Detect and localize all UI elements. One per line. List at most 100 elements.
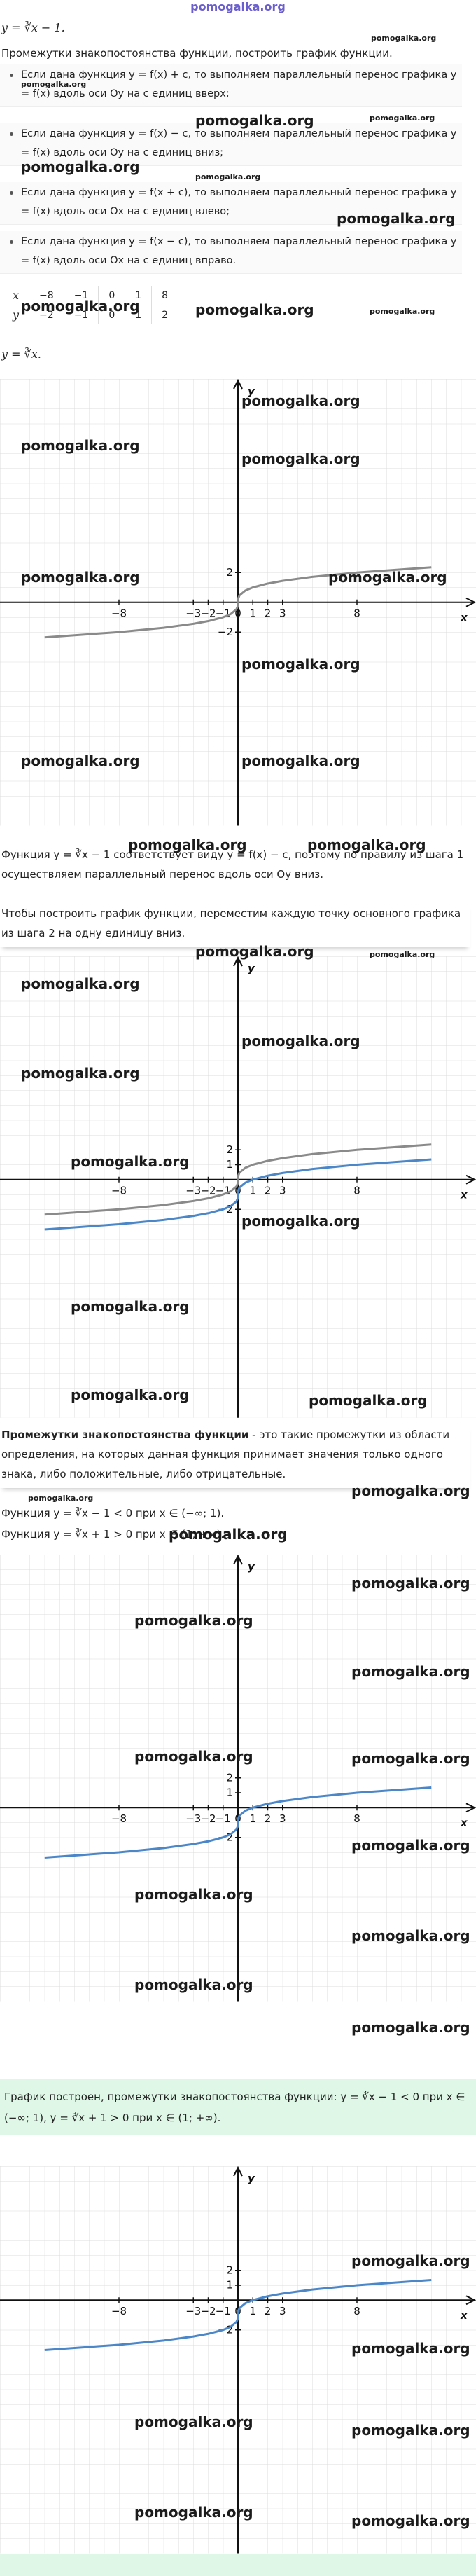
watermark: pomogalka.org — [21, 975, 140, 992]
x-axis-label: x — [460, 1188, 468, 1201]
x-tick-label: 2 — [265, 1812, 272, 1825]
cell: 1 — [125, 286, 153, 305]
x-axis-arrow — [465, 597, 476, 607]
cell: −1 — [64, 305, 99, 324]
x-tick-label: 1 — [249, 2305, 256, 2317]
watermark: pomogalka.org — [134, 1976, 253, 1993]
x-tick-label: 8 — [354, 607, 360, 619]
chart: xy−8 −3 −2 −1 0 1 2 3 8−212 — [0, 2166, 476, 2554]
answer: График построен, промежутки знакопостоян… — [0, 2079, 476, 2135]
watermark: pomogalka.org — [71, 1386, 190, 1403]
x-axis-arrow — [465, 1174, 476, 1185]
base-function: y = ∛x. — [1, 347, 41, 361]
watermark: pomogalka.org — [195, 943, 314, 960]
term: Промежутки знакопостоянства функции — [1, 1428, 249, 1441]
watermark: pomogalka.org — [371, 34, 437, 43]
watermark: pomogalka.org — [128, 836, 247, 853]
rule-item: Если дана функция y = f(x) − c, то выпол… — [0, 123, 462, 166]
x-tick-label: 2 — [265, 1184, 272, 1197]
heading: y = ∛x − 1. — [1, 21, 65, 34]
cell: 0 — [98, 305, 126, 324]
cell: y — [3, 305, 30, 324]
x-tick-label: 3 — [279, 1184, 286, 1197]
watermark: pomogalka.org — [241, 1213, 360, 1230]
rule-item: Если дана функция y = f(x − c), то выпол… — [0, 231, 462, 274]
y-axis-arrow — [233, 956, 243, 967]
curve — [44, 1143, 432, 1216]
watermark: pomogalka.org — [241, 392, 360, 409]
x-tick-label: 1 — [249, 1812, 256, 1825]
chart: xy−8 −3 −2 −1 0 1 2 3 8−212 — [0, 956, 476, 1418]
watermark: pomogalka.org — [241, 656, 360, 673]
watermark: pomogalka.org — [351, 2512, 470, 2529]
cell: 0 — [98, 286, 126, 305]
watermark: pomogalka.org — [351, 1927, 470, 1944]
table-row: y −2 −1 0 1 2 — [3, 305, 179, 324]
x-tick-label: 3 — [279, 607, 286, 619]
x-tick-label: −8 — [111, 1184, 127, 1197]
watermark: pomogalka.org — [28, 1494, 94, 1503]
x-tick-label: −2 — [200, 1184, 216, 1197]
watermark: pomogalka.org — [21, 80, 87, 89]
x-axis-label: x — [460, 611, 468, 624]
y-tick-label: 1 — [226, 1158, 233, 1171]
cell: −8 — [29, 286, 64, 305]
sign-negative: Функция y = ∛x − 1 < 0 при x ∈ (−∞; 1). — [1, 1507, 225, 1520]
watermark: pomogalka.org — [21, 1065, 140, 1082]
cell: x — [3, 286, 30, 305]
x-tick-label: −1 — [216, 2305, 231, 2317]
x-tick-label: −3 — [186, 1184, 201, 1197]
watermark: pomogalka.org — [351, 1482, 470, 1499]
x-tick-label: 1 — [249, 607, 256, 619]
site-link[interactable]: pomogalka.org — [190, 0, 286, 13]
y-tick-label: 2 — [226, 566, 233, 579]
watermark: pomogalka.org — [328, 569, 447, 586]
watermark: pomogalka.org — [307, 836, 426, 853]
y-axis-label: y — [248, 963, 255, 975]
x-tick-label: 2 — [265, 2305, 272, 2317]
values-table: x −8 −1 0 1 8 y −2 −1 0 1 2 — [3, 286, 179, 324]
x-axis-label: x — [460, 1817, 468, 1829]
x-tick-label: −2 — [200, 607, 216, 619]
watermark: pomogalka.org — [337, 210, 456, 227]
watermark: pomogalka.org — [71, 1298, 190, 1315]
x-axis-arrow — [465, 1803, 476, 1813]
rule-item: Если дана функция y = f(x) + c, то выпол… — [0, 64, 462, 107]
watermark: pomogalka.org — [241, 1033, 360, 1049]
cell: 2 — [151, 305, 179, 324]
chart: xy−8 −3 −2 −1 0 1 2 3 8−22 — [0, 379, 476, 826]
watermark: pomogalka.org — [351, 2422, 470, 2439]
watermark: pomogalka.org — [370, 307, 435, 316]
watermark: pomogalka.org — [21, 752, 140, 769]
x-tick-label: −2 — [200, 2305, 216, 2317]
table-row: x −8 −1 0 1 8 — [3, 286, 179, 305]
watermark: pomogalka.org — [195, 301, 314, 318]
y-axis-arrow — [233, 379, 243, 390]
y-tick-label: 1 — [226, 1786, 233, 1799]
watermark: pomogalka.org — [351, 1750, 470, 1767]
watermark: pomogalka.org — [241, 450, 360, 467]
x-tick-label: −8 — [111, 2305, 127, 2317]
intro: Промежутки знакопостоянства функции, пос… — [1, 47, 393, 60]
y-axis-label: y — [248, 1561, 255, 1573]
rule-item: Если дана функция y = f(x + c), то выпол… — [0, 182, 462, 225]
x-tick-label: 0 — [234, 607, 241, 619]
y-axis-arrow — [233, 2166, 243, 2177]
watermark: pomogalka.org — [134, 1612, 253, 1629]
x-tick-label: −3 — [186, 1812, 201, 1825]
shift-text: Функция y = ∛x − 1 соответствует виду y … — [1, 848, 464, 881]
cell: 8 — [151, 286, 179, 305]
x-tick-label: 8 — [354, 1812, 360, 1825]
watermark: pomogalka.org — [21, 569, 140, 586]
watermark: pomogalka.org — [134, 1886, 253, 1903]
sign-positive: Функция y = ∛x + 1 > 0 при x ∈ (1; +∞). — [1, 1528, 225, 1541]
x-tick-label: −2 — [200, 1812, 216, 1825]
watermark: pomogalka.org — [21, 158, 140, 175]
watermark: pomogalka.org — [21, 437, 140, 454]
x-tick-label: 8 — [354, 2305, 360, 2317]
watermark: pomogalka.org — [309, 1392, 428, 1409]
footer-strip — [0, 2554, 476, 2576]
x-tick-label: 1 — [249, 1184, 256, 1197]
